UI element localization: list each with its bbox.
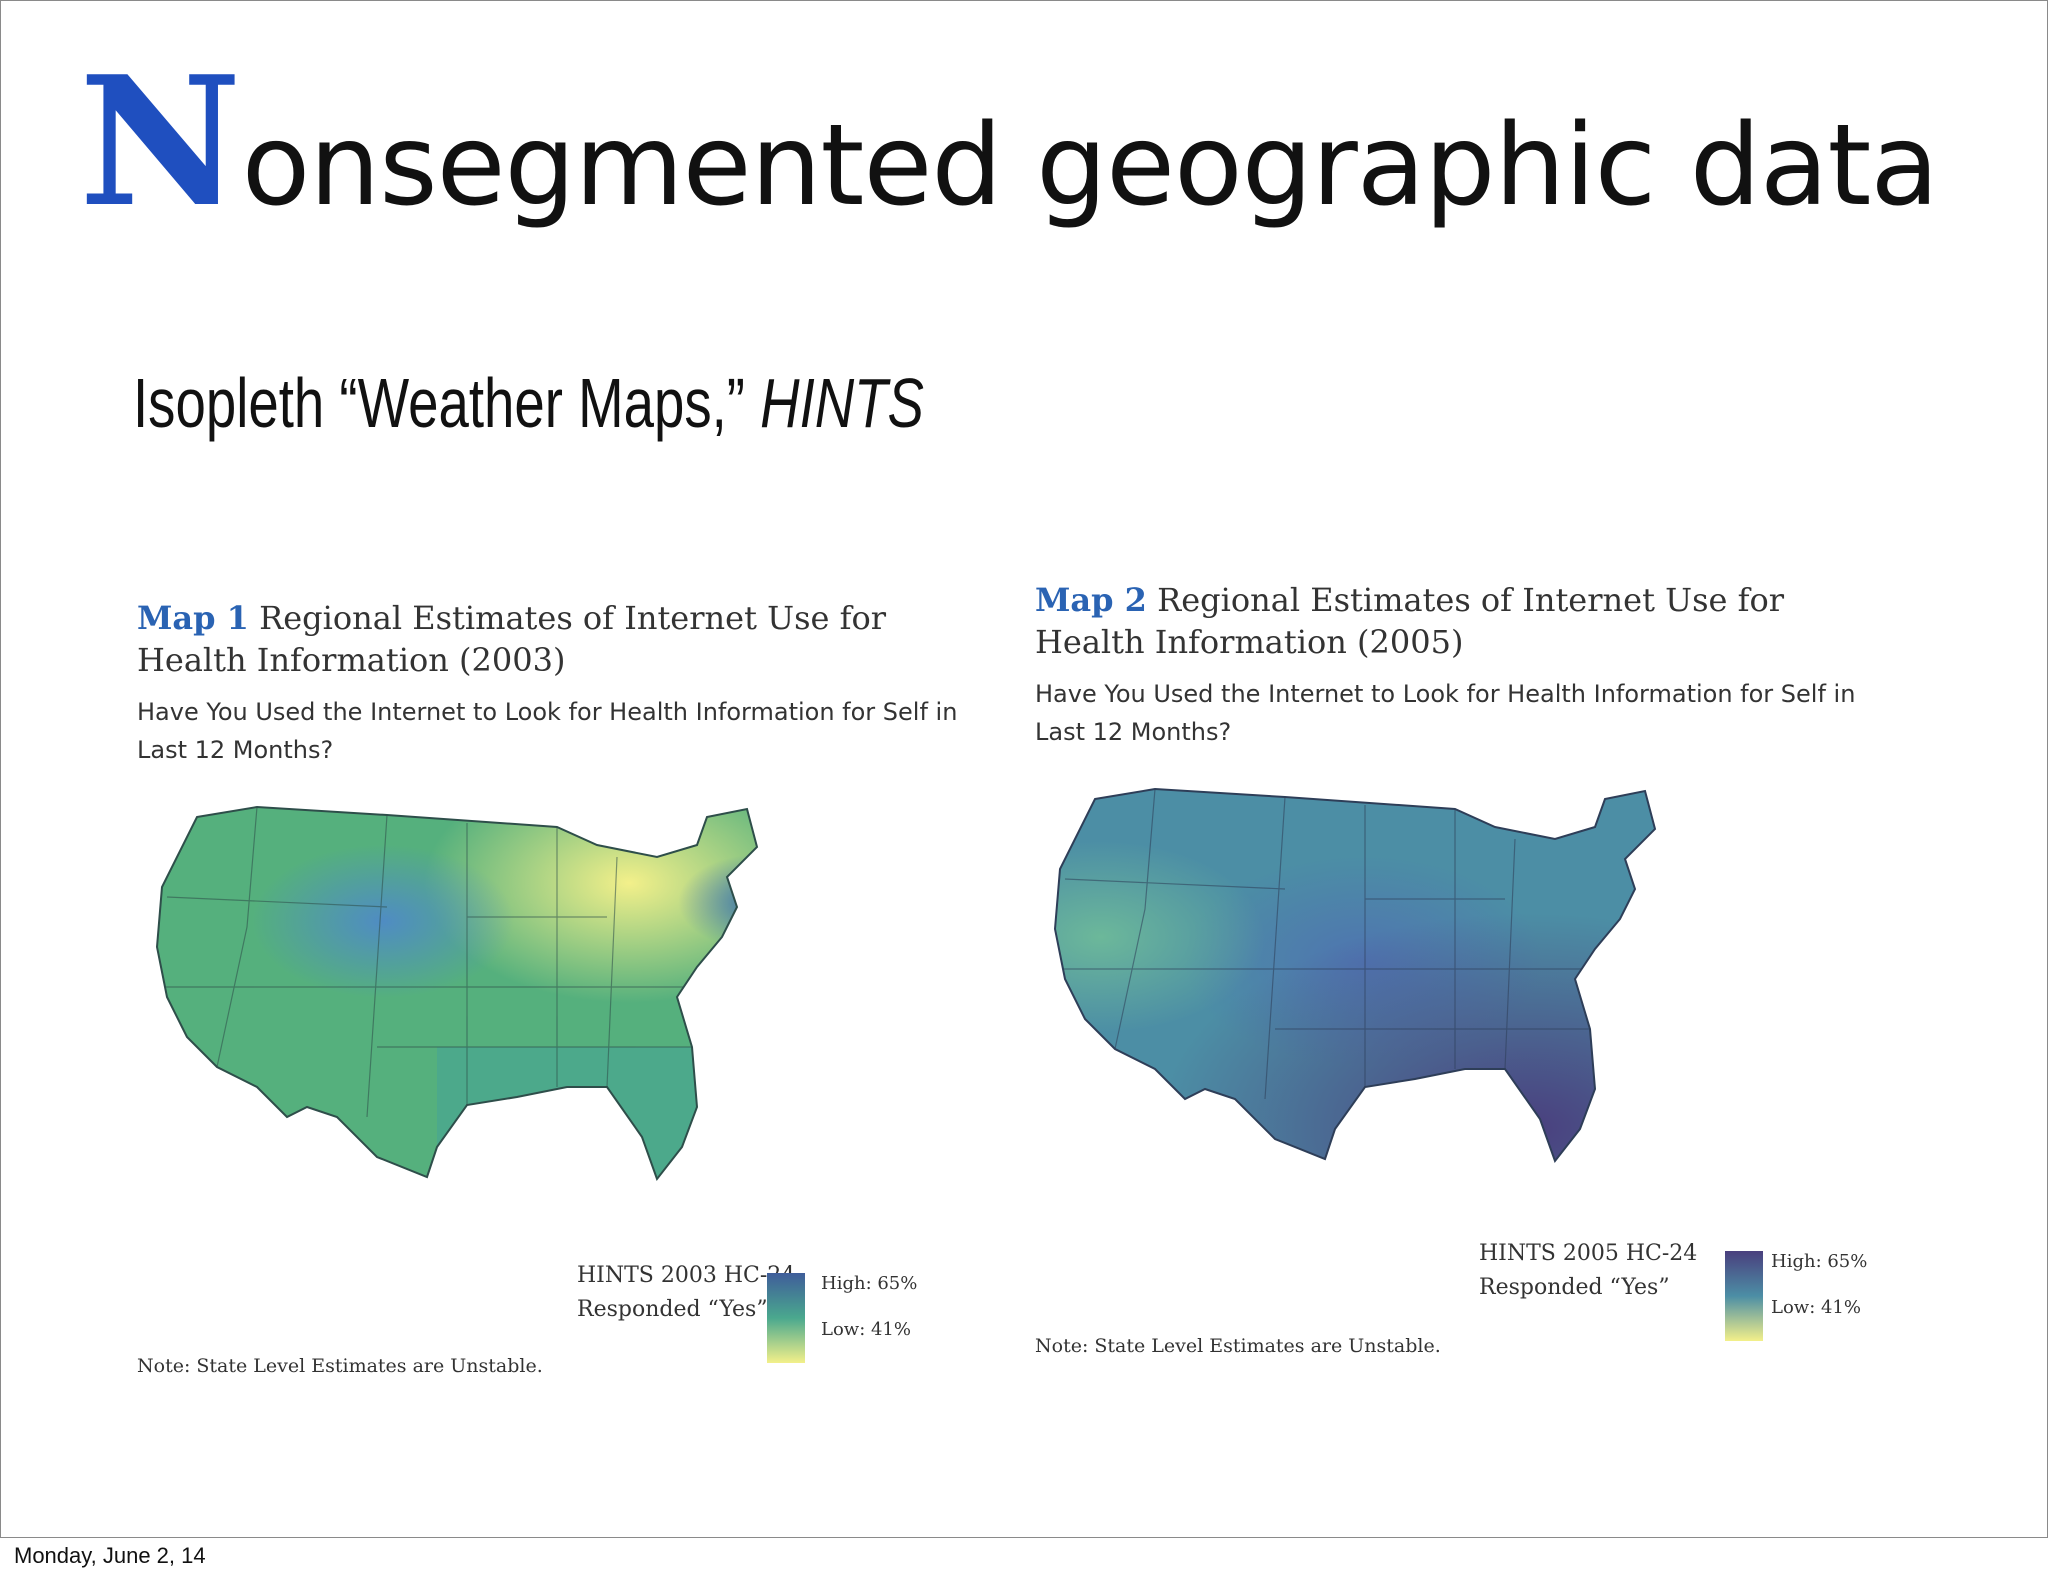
- map-panel-2003: Map 1 Regional Estimates of Internet Use…: [137, 597, 997, 1397]
- map-title-text: Regional Estimates of Internet Use for H…: [1035, 581, 1785, 661]
- map-panel-2005: Map 2 Regional Estimates of Internet Use…: [1035, 579, 1895, 1379]
- legend-high: High: 65%: [821, 1273, 918, 1294]
- subtitle-italic: HINTS: [760, 364, 924, 442]
- map-title-text: Regional Estimates of Internet Use for H…: [137, 599, 887, 679]
- legend-high: High: 65%: [1771, 1251, 1868, 1272]
- map-title: Map 2 Regional Estimates of Internet Use…: [1035, 579, 1895, 663]
- subtitle-main: Isopleth “Weather Maps,”: [133, 364, 761, 442]
- map-number: Map 1: [137, 599, 249, 637]
- us-map-2005: [1035, 769, 1855, 1249]
- slide-title: Nonsegmented geographic data: [79, 53, 1939, 233]
- us-map-graphic: [1053, 787, 1657, 1164]
- legend-color-ramp: [767, 1273, 805, 1363]
- map-title: Map 1 Regional Estimates of Internet Use…: [137, 597, 997, 681]
- title-initial: N: [79, 37, 242, 246]
- map-question: Have You Used the Internet to Look for H…: [137, 698, 958, 764]
- source-line-2: Responded “Yes”: [577, 1297, 768, 1322]
- source-line-2: Responded “Yes”: [1479, 1275, 1670, 1300]
- legend-low: Low: 41%: [821, 1319, 911, 1340]
- source-line-1: HINTS 2003 HC-24: [577, 1263, 796, 1288]
- us-map-graphic: [155, 805, 759, 1182]
- map-note: Note: State Level Estimates are Unstable…: [137, 1355, 543, 1377]
- legend-color-ramp: [1725, 1251, 1763, 1341]
- map-source: HINTS 2003 HC-24 Responded “Yes”: [577, 1259, 795, 1327]
- legend-low: Low: 41%: [1771, 1297, 1861, 1318]
- us-map-2003: [137, 787, 957, 1267]
- slide-subtitle: Isopleth “Weather Maps,” HINTS: [133, 363, 924, 443]
- map-number: Map 2: [1035, 581, 1147, 619]
- slide: Nonsegmented geographic data Isopleth “W…: [0, 0, 2048, 1538]
- map-question: Have You Used the Internet to Look for H…: [1035, 680, 1856, 746]
- title-rest: onsegmented geographic data: [241, 101, 1939, 231]
- source-line-1: HINTS 2005 HC-24: [1479, 1241, 1698, 1266]
- footer-date: Monday, June 2, 14: [14, 1543, 206, 1568]
- map-note: Note: State Level Estimates are Unstable…: [1035, 1335, 1441, 1357]
- map-source: HINTS 2005 HC-24 Responded “Yes”: [1479, 1237, 1697, 1305]
